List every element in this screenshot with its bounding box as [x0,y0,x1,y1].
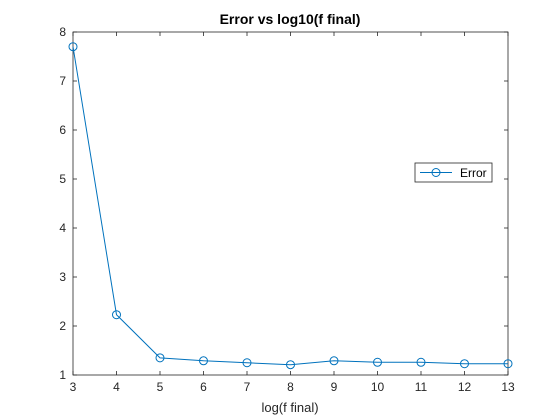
legend: Error [414,162,493,183]
x-tick-label: 9 [331,380,338,394]
x-tick-label: 5 [157,380,164,394]
data-point [460,359,469,369]
x-tick-label: 4 [113,380,120,394]
x-tick-label: 10 [371,380,385,394]
legend-box [414,162,493,183]
data-point [373,357,382,367]
data-point [242,358,252,368]
y-axis: 1 2 3 4 5 6 7 8 [59,25,508,382]
series-layer [68,42,513,370]
y-tick-label: 7 [59,74,66,88]
y-tick-label: 2 [59,319,66,333]
x-tick-label: 3 [70,380,77,394]
x-tick-label: 11 [415,380,428,394]
x-tick-label: 12 [458,380,472,394]
y-tick-label: 6 [59,123,66,137]
data-point [329,356,339,366]
y-tick-label: 4 [59,221,66,235]
data-point [68,42,78,52]
data-point [286,360,295,370]
data-point [199,356,208,366]
data-point [416,357,426,367]
y-tick-label: 1 [59,368,66,382]
x-tick-label: 13 [501,380,515,394]
data-point [503,359,513,369]
data-point [155,353,165,363]
legend-marker-sample [431,168,441,177]
x-axis-label: log(f final) [261,400,318,415]
chart-title: Error vs log10(f final) [220,11,361,27]
y-tick-label: 8 [59,25,66,39]
y-tick-label: 3 [59,270,66,284]
x-tick-label: 6 [200,380,207,394]
data-point [112,310,121,320]
y-tick-label: 5 [59,172,66,186]
series-line-error [72,46,508,366]
plot-area [72,31,509,376]
x-tick-label: 7 [244,380,251,394]
x-axis: 3 4 5 6 7 8 9 10 11 12 13 [70,32,515,394]
legend-entry-error: Error [460,166,487,180]
x-tick-label: 8 [287,380,294,394]
